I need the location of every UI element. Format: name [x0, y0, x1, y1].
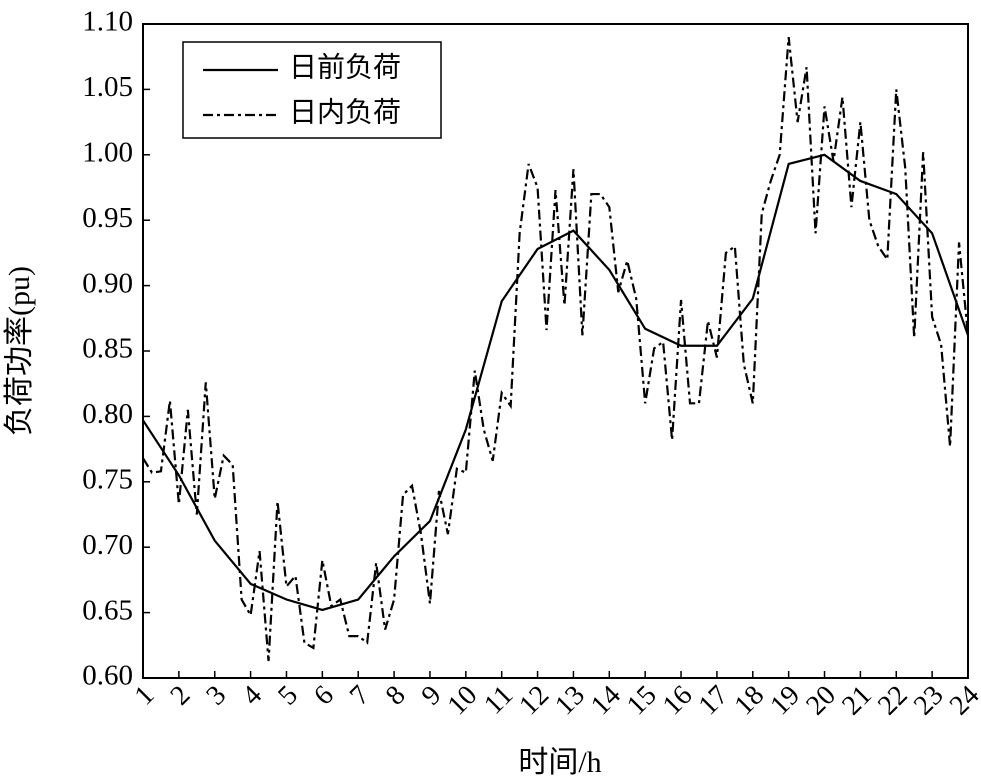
x-tick-label: 14 [585, 680, 627, 722]
y-tick-label: 0.60 [82, 660, 133, 692]
y-tick-label: 1.10 [82, 6, 133, 38]
x-tick-label: 17 [693, 680, 735, 722]
x-tick-label: 19 [764, 680, 806, 722]
legend-label: 日前负荷 [289, 51, 401, 83]
y-tick-label: 0.95 [82, 202, 133, 234]
x-tick-label: 7 [344, 680, 376, 712]
x-tick-label: 1 [129, 680, 161, 712]
y-tick-label: 0.90 [82, 267, 133, 299]
x-tick-label: 9 [416, 680, 448, 712]
x-tick-label: 21 [836, 680, 878, 722]
x-axis-title: 时间/h [518, 746, 601, 779]
x-tick-label: 20 [800, 680, 842, 722]
y-tick-label: 0.65 [82, 594, 133, 626]
x-tick-label: 18 [729, 680, 771, 722]
series-line [142, 153, 970, 612]
x-tick-label: 24 [944, 680, 981, 722]
x-tick-label: 22 [872, 680, 914, 722]
x-tick-label: 16 [657, 680, 699, 722]
y-tick-label: 0.80 [82, 398, 133, 430]
x-tick-label: 4 [236, 680, 268, 712]
x-tick-label: 2 [165, 680, 197, 712]
series-line [142, 36, 970, 662]
y-tick-label: 0.75 [82, 463, 133, 495]
x-tick-label: 23 [908, 680, 950, 722]
y-tick-label: 0.70 [82, 529, 133, 561]
y-tick-label: 1.05 [82, 71, 133, 103]
legend-label: 日内负荷 [289, 96, 401, 128]
y-tick-label: 1.00 [82, 136, 133, 168]
legend-box [182, 41, 442, 139]
plot-frame [142, 23, 969, 679]
x-tick-label: 8 [380, 680, 412, 712]
x-tick-label: 3 [200, 680, 232, 712]
x-tick-label: 5 [272, 680, 304, 712]
x-tick-label: 6 [308, 680, 340, 712]
x-tick-label: 13 [549, 680, 591, 722]
x-tick-label: 12 [513, 680, 555, 722]
x-tick-label: 15 [621, 680, 663, 722]
x-tick-label: 10 [442, 680, 484, 722]
y-axis-title: 负荷功率(pu) [3, 266, 36, 436]
y-tick-label: 0.85 [82, 333, 133, 365]
